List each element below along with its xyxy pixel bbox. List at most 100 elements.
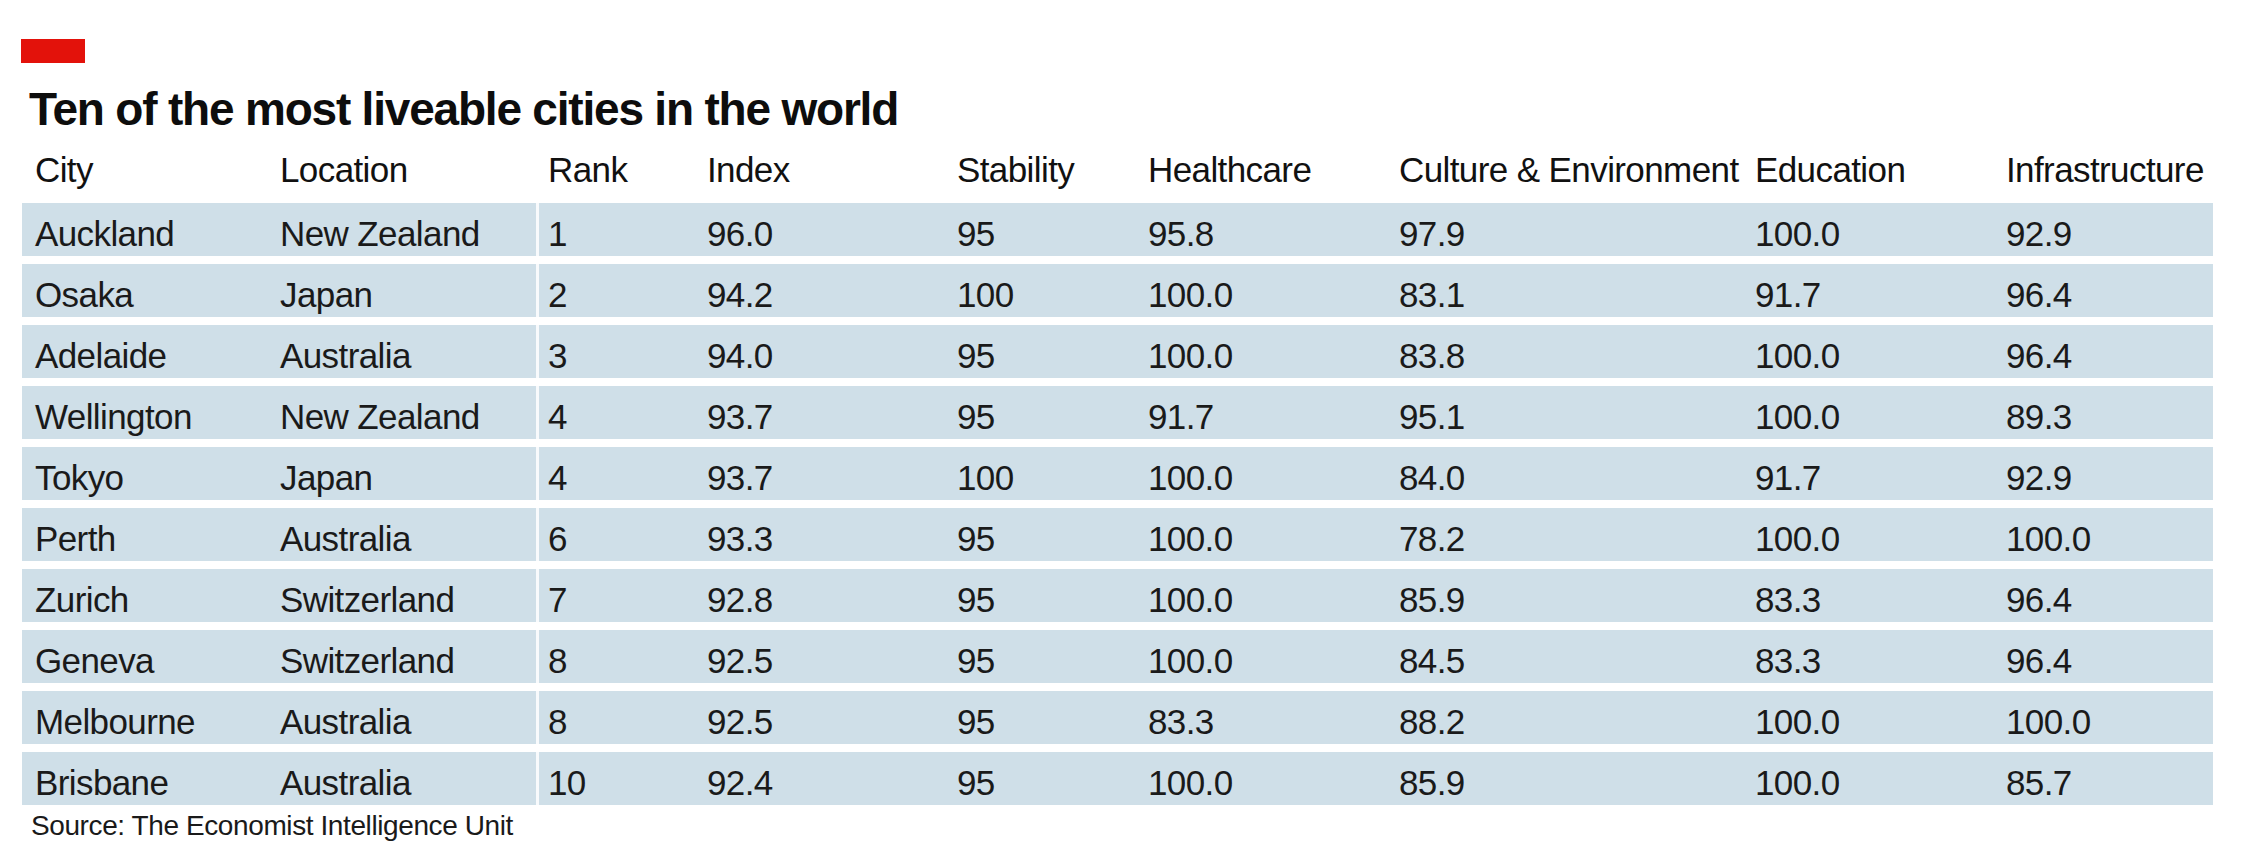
table-cell: Zurich [35,569,129,622]
table-cell: 88.2 [1399,691,1465,744]
table-cell: Osaka [35,264,133,317]
table-cell: Australia [280,752,411,805]
table-cell: New Zealand [280,203,480,256]
table-cell: 100.0 [1148,264,1233,317]
table-cell: Geneva [35,630,154,683]
table-cell: Tokyo [35,447,123,500]
table-cell: 100 [957,447,1014,500]
table-row-melbourne: Melbourne Australia 8 92.5 95 83.3 88.2 100.0 10… [22,691,2213,744]
table-row-zurich: Zurich Switzerland 7 92.8 95 100.0 85.9 83.3 96.… [22,569,2213,622]
table-cell: 96.4 [2006,630,2072,683]
table-row-brisbane: Brisbane Australia 10 92.4 95 100.0 85.9 100.0 8… [22,752,2213,805]
table-body: AucklandNew Zealand196.09595.897.9100.09… [0,0,2268,844]
table-cell: 96.4 [2006,325,2072,378]
table-cell: 96.0 [707,203,773,256]
table-cell: 92.4 [707,752,773,805]
table-cell: 100.0 [1755,203,1840,256]
table-cell: 95 [957,325,995,378]
liveability-table-graphic: Ten of the most liveable cities in the w… [0,0,2268,844]
table-row-tokyo: Tokyo Japan 4 93.7 100 100.0 84.0 91.7 92.9 [22,447,2213,500]
table-cell: 92.5 [707,630,773,683]
table-cell: Perth [35,508,116,561]
table-cell: 85.9 [1399,569,1465,622]
table-cell: New Zealand [280,386,480,439]
table-cell: Australia [280,508,411,561]
table-cell: Melbourne [35,691,195,744]
table-cell: 95 [957,630,995,683]
table-cell: 78.2 [1399,508,1465,561]
table-cell: Wellington [35,386,192,439]
table-cell: 100.0 [1755,508,1840,561]
table-cell: 100 [957,264,1014,317]
table-cell: 83.3 [1755,569,1821,622]
table-cell: Switzerland [280,569,454,622]
table-cell: 100.0 [1148,569,1233,622]
table-cell: 84.5 [1399,630,1465,683]
table-cell: 92.9 [2006,447,2072,500]
table-cell: 2 [548,264,567,317]
table-cell: 95 [957,691,995,744]
table-cell: 95 [957,569,995,622]
table-cell: 91.7 [1148,386,1214,439]
table-cell: 100.0 [1148,752,1233,805]
table-cell: 95 [957,752,995,805]
table-row-osaka: Osaka Japan 2 94.2 100 100.0 83.1 91.7 96.4 [22,264,2213,317]
table-cell: 83.1 [1399,264,1465,317]
table-cell: 93.3 [707,508,773,561]
table-cell: 8 [548,630,567,683]
table-cell: 100.0 [1148,630,1233,683]
table-cell: Japan [280,447,372,500]
table-cell: 94.2 [707,264,773,317]
table-row-auckland: AucklandNew Zealand196.09595.897.9100.09… [22,203,2213,256]
table-cell: 91.7 [1755,447,1821,500]
table-cell: Japan [280,264,372,317]
table-cell: 92.9 [2006,203,2072,256]
table-cell: 96.4 [2006,569,2072,622]
table-cell: 93.7 [707,447,773,500]
table-cell: 95.8 [1148,203,1214,256]
table-cell: 10 [548,752,586,805]
table-cell: 95 [957,203,995,256]
table-cell: 83.8 [1399,325,1465,378]
table-cell: Australia [280,691,411,744]
table-cell: 100.0 [2006,691,2091,744]
table-cell: 1 [548,203,567,256]
table-cell: 7 [548,569,567,622]
table-cell: 100.0 [1148,447,1233,500]
table-cell: 83.3 [1148,691,1214,744]
table-cell: 84.0 [1399,447,1465,500]
table-row-adelaide: Adelaide Australia 3 94.0 95 100.0 83.8 100.0 96… [22,325,2213,378]
table-cell: 92.5 [707,691,773,744]
table-cell: Switzerland [280,630,454,683]
table-cell: 95 [957,508,995,561]
table-cell: 100.0 [1755,325,1840,378]
table-cell: 96.4 [2006,264,2072,317]
table-cell: 91.7 [1755,264,1821,317]
table-row-perth: Perth Australia 6 93.3 95 100.0 78.2 100.0 100.0 [22,508,2213,561]
table-cell: 89.3 [2006,386,2072,439]
table-cell: 4 [548,447,567,500]
table-cell: 100.0 [1755,386,1840,439]
table-cell: 95.1 [1399,386,1465,439]
table-cell: 100.0 [1148,325,1233,378]
table-cell: 100.0 [1755,752,1840,805]
table-cell: 97.9 [1399,203,1465,256]
table-cell: 8 [548,691,567,744]
table-cell: 93.7 [707,386,773,439]
table-cell: 85.7 [2006,752,2072,805]
source-note: Source: The Economist Intelligence Unit [31,810,513,842]
table-cell: 100.0 [1148,508,1233,561]
table-row-geneva: GenevaSwitzerland892.595100.084.583.396.… [22,630,2213,683]
table-cell: 92.8 [707,569,773,622]
table-cell: 6 [548,508,567,561]
table-cell: Brisbane [35,752,168,805]
table-cell: 100.0 [1755,691,1840,744]
stub-column-divider [536,203,539,805]
table-cell: Australia [280,325,411,378]
table-cell: 100.0 [2006,508,2091,561]
table-cell: 3 [548,325,567,378]
table-cell: Adelaide [35,325,166,378]
table-cell: 4 [548,386,567,439]
table-cell: 85.9 [1399,752,1465,805]
table-cell: 94.0 [707,325,773,378]
